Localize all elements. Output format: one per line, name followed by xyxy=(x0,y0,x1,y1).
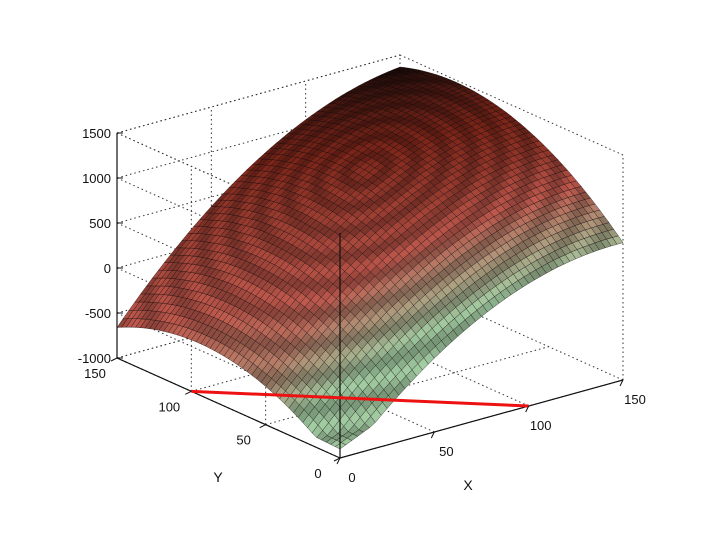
y-tick-label: 0 xyxy=(314,466,321,481)
y-tick-label: 50 xyxy=(236,433,250,448)
z-tick-label: 1000 xyxy=(82,171,111,186)
x-axis-line xyxy=(339,379,624,459)
y-tick xyxy=(110,357,118,362)
z-tick-label: 500 xyxy=(89,216,111,231)
z-tick-label: 0 xyxy=(104,261,111,276)
z-tick-label: -1000 xyxy=(78,351,111,366)
y-tick xyxy=(259,424,266,429)
x-tick-label: 150 xyxy=(624,392,646,407)
surface-mesh xyxy=(116,66,624,450)
z-tick-label: -500 xyxy=(85,306,111,321)
y-axis-label: Y xyxy=(213,469,223,485)
x-tick xyxy=(430,431,435,439)
surface-cell xyxy=(612,235,624,245)
x-tick-label: 50 xyxy=(439,444,453,459)
y-tick xyxy=(333,457,341,462)
x-tick xyxy=(525,405,530,413)
y-tick xyxy=(185,390,192,395)
y-tick-label: 150 xyxy=(84,366,106,381)
x-tick xyxy=(619,379,624,387)
box-edge xyxy=(399,54,624,156)
x-tick-label: 0 xyxy=(348,470,355,485)
annotation-layer xyxy=(116,233,624,459)
x-tick-label: 100 xyxy=(530,418,552,433)
x-axis-label: X xyxy=(463,477,473,493)
z-tick-label: 1500 xyxy=(82,126,111,141)
annotation-line xyxy=(191,389,529,408)
y-tick-label: 100 xyxy=(158,399,180,414)
x-tick xyxy=(336,457,341,465)
y-axis-line xyxy=(116,357,341,459)
